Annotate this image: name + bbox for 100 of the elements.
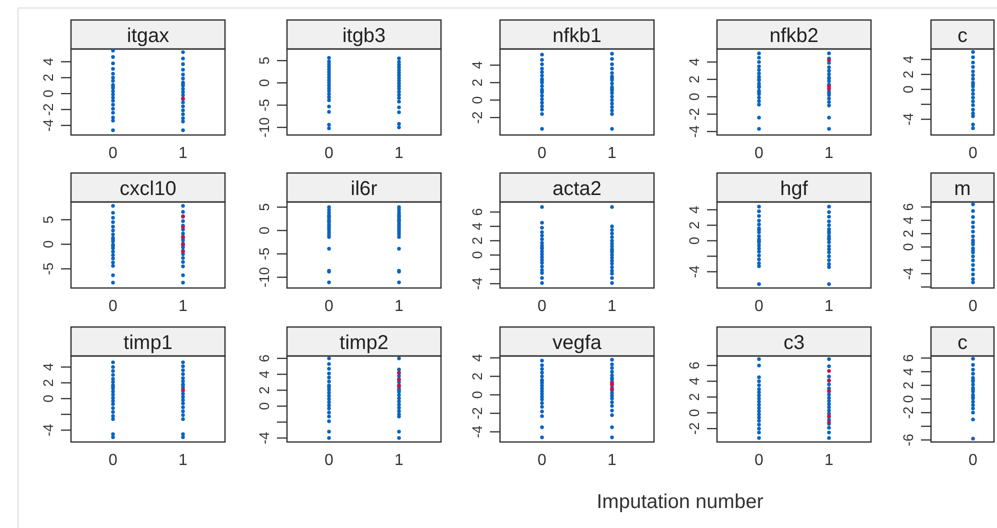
y-tick-label: 0 [469,250,485,259]
y-tick-label: 2 [469,236,485,245]
y-tick-label: -5 [40,262,56,276]
y-tick-label: -4 [900,267,916,280]
chart-title: nfkb1 [552,25,602,47]
y-tick-label: 4 [469,354,485,362]
x-tick-label: 1 [608,145,617,162]
y-tick-label: -2 [40,103,56,116]
y-tick-label: 4 [900,55,916,64]
y-tick-label: 0 [256,226,272,234]
y-tick-label: 2 [900,230,916,238]
y-tick-label: -5 [256,98,272,112]
y-tick-label: -4 [469,425,485,438]
x-tick-label: 1 [178,298,188,315]
y-tick-label: 4 [469,222,485,230]
y-tick-label: -6 [900,434,916,446]
x-tick-label: 1 [608,298,617,315]
y-tick-label: -2 [469,406,485,420]
y-tick-label: 6 [686,361,702,370]
y-tick-label: 0 [40,394,56,403]
x-tick-label: 0 [108,298,118,315]
y-tick-label: 2 [686,392,702,401]
x-tick-label: 0 [968,298,978,315]
x-tick-label: 0 [108,452,118,469]
y-tick-label: 0 [686,236,702,245]
x-tick-label: 0 [968,145,978,162]
x-tick-label: 0 [538,452,547,469]
y-tick-label: -5 [256,247,272,260]
y-tick-label: -4 [256,432,272,444]
x-tick-label: 1 [824,145,834,162]
x-tick-label: 1 [178,145,188,162]
chart-title: hgf [780,178,808,200]
x-axis-title: Imputation number [596,491,764,513]
y-tick-label: 5 [256,203,272,212]
x-tick-label: 0 [538,145,547,162]
chart-title: c [958,25,968,47]
x-tick-label: 1 [824,298,834,315]
y-tick-label: -4 [40,119,56,132]
y-tick-label: -2 [900,406,916,419]
y-tick-label: -10 [256,117,272,138]
y-tick-label: -4 [686,265,702,278]
y-tick-label: -2 [686,108,702,120]
x-tick-label: 0 [754,145,764,162]
y-tick-label: 0 [686,408,702,417]
y-tick-label: 4 [40,362,56,371]
chart-title: timp2 [340,332,388,354]
y-tick-label: -2 [686,422,702,435]
chart-title: itgb3 [342,25,386,47]
y-tick-label: 6 [900,202,916,211]
y-tick-label: -4 [686,125,702,138]
x-tick-label: 0 [324,145,334,162]
y-tick-label: 2 [256,386,272,394]
y-tick-label: -2 [469,111,485,124]
y-tick-label: 0 [256,402,272,410]
x-tick-label: 0 [324,298,334,315]
y-tick-label: 2 [900,381,916,390]
y-tick-label: 2 [686,75,702,84]
x-tick-label: 1 [178,452,188,469]
chart-title: vegfa [552,332,602,354]
y-tick-label: 4 [469,61,485,70]
chart-title: m [954,178,971,200]
x-tick-label: 0 [754,452,764,469]
x-tick-label: 1 [394,452,404,469]
y-tick-label: 2 [469,78,485,87]
chart-title: nfkb2 [770,25,818,47]
y-tick-label: 0 [40,240,56,248]
chart-title: itgax [126,25,170,47]
y-tick-label: 0 [469,390,485,399]
y-tick-label: 4 [686,206,702,214]
x-tick-label: 0 [108,145,118,162]
y-tick-label: 2 [469,372,485,380]
y-tick-label: 4 [40,58,56,66]
chart-title: c3 [783,332,805,354]
x-tick-label: 1 [608,452,617,469]
x-tick-label: 0 [754,298,764,315]
x-tick-label: 0 [968,452,978,469]
x-tick-label: 1 [824,452,834,469]
y-tick-label: 4 [900,368,916,376]
x-tick-label: 1 [394,145,404,162]
y-tick-label: 5 [40,216,56,224]
y-tick-label: -10 [256,266,272,288]
y-tick-label: 0 [40,89,56,98]
y-tick-label: 6 [469,208,485,216]
chart-title: cxcl10 [120,178,176,200]
chart-title: c [958,332,968,354]
y-tick-label: -4 [469,277,485,290]
y-tick-label: 6 [900,354,916,362]
chart-title: il6r [350,178,378,200]
y-tick-label: 4 [686,58,702,66]
y-tick-label: 5 [256,56,272,64]
y-tick-label: 2 [40,74,56,82]
y-tick-label: 0 [900,242,916,251]
y-tick-label: 0 [686,92,702,101]
y-tick-label: 2 [900,70,916,78]
y-tick-label: 2 [40,378,56,387]
x-tick-label: 1 [394,298,404,315]
y-tick-label: -4 [40,424,56,436]
y-tick-label: 0 [900,85,916,94]
chart-title: timp1 [124,332,172,354]
y-tick-label: 0 [469,96,485,104]
